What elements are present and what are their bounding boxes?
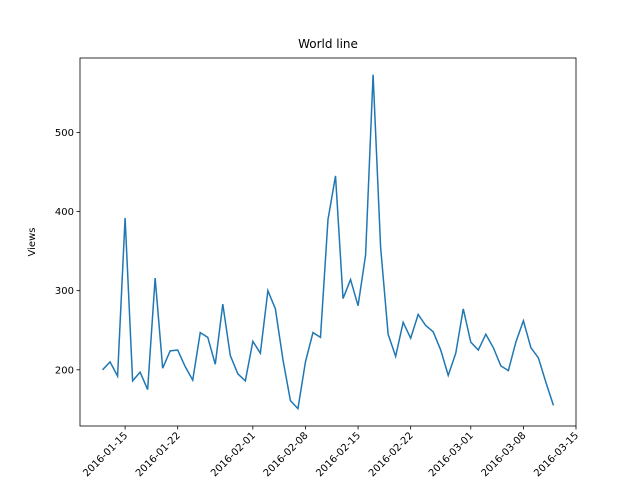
x-tick-label: 2016-03-15 (532, 430, 581, 479)
x-tick-label: 2016-02-01 (209, 430, 258, 479)
x-tick-label: 2016-01-22 (134, 430, 183, 479)
x-tick-label: 2016-03-08 (480, 430, 529, 479)
x-tick-label: 2016-01-15 (81, 430, 130, 479)
y-tick-label: 500 (55, 128, 74, 139)
line (102, 74, 555, 411)
x-tick-label: 2016-02-15 (314, 430, 363, 479)
y-tick-label: 300 (55, 286, 74, 297)
plot-frame (79, 57, 577, 427)
x-tick-label: 2016-02-22 (367, 430, 416, 479)
y-axis-label: Views (27, 228, 38, 257)
x-tick-label: 2016-03-01 (427, 430, 476, 479)
x-tick-label: 2016-02-08 (262, 430, 311, 479)
y-tick-label: 200 (55, 365, 74, 376)
chart-title: World line (298, 37, 358, 51)
y-tick-label: 400 (55, 207, 74, 218)
